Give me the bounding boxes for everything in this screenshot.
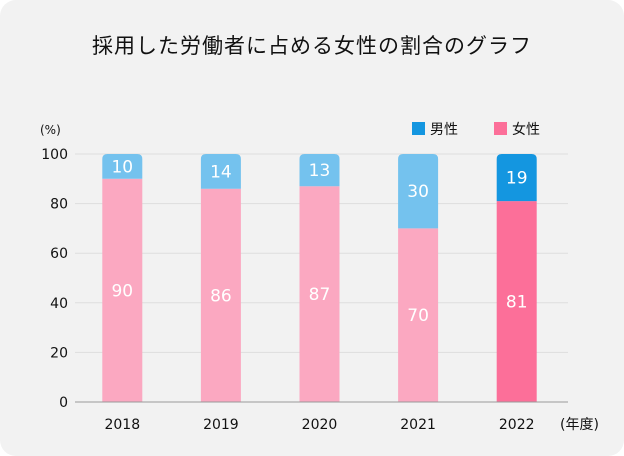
data-label: 30 — [407, 182, 429, 202]
legend-swatch — [412, 122, 425, 135]
x-tick-label: 2021 — [400, 417, 436, 433]
x-tick-label: 2019 — [203, 417, 239, 433]
y-tick-label: 60 — [50, 246, 68, 262]
y-tick-label: 100 — [41, 147, 68, 163]
data-label: 70 — [407, 306, 429, 326]
bar-segment-female — [398, 228, 439, 402]
data-label: 87 — [309, 285, 331, 305]
data-label: 86 — [210, 286, 232, 306]
x-tick-label: 2018 — [104, 417, 140, 433]
data-label: 10 — [111, 157, 133, 177]
legend-label: 女性 — [512, 121, 540, 138]
bar-segment-male — [200, 154, 241, 189]
legend-swatch — [494, 122, 507, 135]
legend-label: 男性 — [430, 122, 458, 138]
data-label: 90 — [111, 281, 133, 301]
y-tick-label: 0 — [59, 395, 68, 411]
data-label: 14 — [210, 162, 232, 182]
data-label: 13 — [309, 161, 331, 181]
chart-title: 採用した労働者に占める女性の割合のグラフ — [92, 34, 532, 58]
bars: 90 10 86 14 87 13 70 30 81 19 — [102, 154, 537, 402]
data-label: 19 — [506, 169, 528, 189]
bar-segment-male — [496, 154, 537, 202]
bar-segment-female — [299, 186, 340, 402]
bar-segment-female — [200, 188, 241, 402]
x-tick-label: 2022 — [499, 417, 535, 433]
bar-segment-male — [299, 154, 340, 187]
x-tick-label: 2020 — [302, 417, 338, 433]
bar-segment-male — [102, 154, 143, 179]
y-axis-unit: (%) — [40, 123, 61, 137]
bar-segment-female — [102, 178, 143, 402]
axes: 0 20 40 60 80 100 2018 2019 2020 2021 2022 — [41, 147, 568, 433]
legend: 男性 女性 — [412, 121, 540, 138]
bar-segment-male — [398, 154, 439, 229]
y-tick-label: 40 — [50, 296, 68, 312]
x-axis-unit: (年度) — [560, 417, 599, 433]
y-tick-label: 20 — [50, 345, 68, 361]
y-tick-label: 80 — [50, 197, 68, 213]
data-label: 81 — [506, 293, 528, 313]
bar-segment-female — [496, 201, 537, 402]
